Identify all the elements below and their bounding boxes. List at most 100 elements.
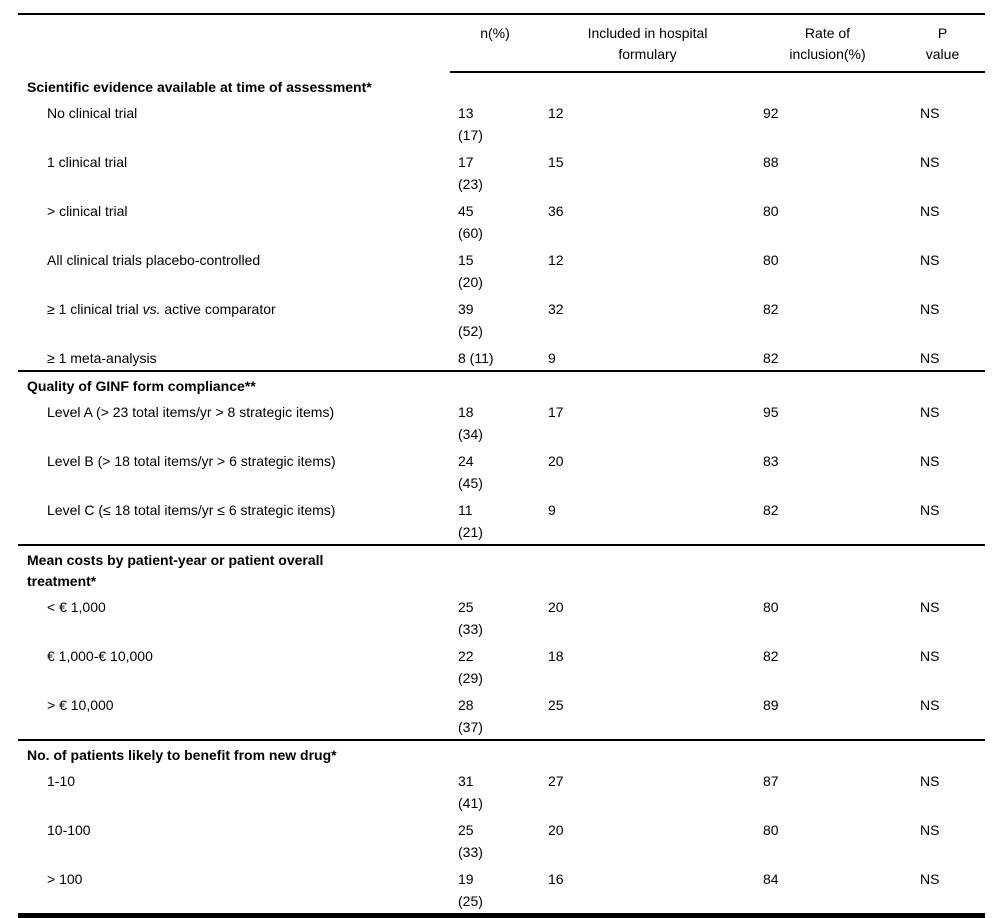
rate-cell: 95 <box>763 404 779 420</box>
row-label: Level A (> 23 total items/yr > 8 strateg… <box>47 404 335 420</box>
table-row: < € 1,000 25 (33) 20 80 NS <box>18 592 985 641</box>
n-percent: (45) <box>458 475 483 491</box>
row-label: All clinical trials placebo-controlled <box>47 252 261 268</box>
p-value-cell: NS <box>920 599 940 615</box>
n-pct-cell: 15 (20) <box>450 245 540 294</box>
formulary-cell: 27 <box>548 773 564 789</box>
n-value: 25 <box>458 822 474 838</box>
row-label: ≥ 1 meta-analysis <box>47 350 157 366</box>
rate-cell: 82 <box>763 301 779 317</box>
formulary-cell: 20 <box>548 822 564 838</box>
rate-cell: 84 <box>763 871 779 887</box>
formulary-cell: 18 <box>548 648 564 664</box>
n-value: 13 <box>458 105 474 121</box>
header-rate-line1: Rate of <box>804 25 851 41</box>
p-value-cell: NS <box>920 502 940 518</box>
section-title: No. of patients likely to benefit from n… <box>18 739 985 766</box>
n-value: 31 <box>458 773 474 789</box>
row-label: < € 1,000 <box>47 599 106 615</box>
n-pct-cell: 18 (34) <box>450 397 540 446</box>
table-row: ≥ 1 clinical trial vs. active comparator… <box>18 294 985 343</box>
formulary-cell: 9 <box>548 502 556 518</box>
n-percent: (23) <box>458 176 483 192</box>
p-value-cell: NS <box>920 822 940 838</box>
n-value: 18 <box>458 404 474 420</box>
p-value-cell: NS <box>920 252 940 268</box>
n-percent: (17) <box>458 127 483 143</box>
n-percent: (20) <box>458 274 483 290</box>
row-label: Level B (> 18 total items/yr > 6 strateg… <box>47 453 336 469</box>
n-percent: (60) <box>458 225 483 241</box>
formulary-cell: 17 <box>548 404 564 420</box>
n-percent: (25) <box>458 893 483 909</box>
n-pct-cell: 25 (33) <box>450 815 540 864</box>
p-value-cell: NS <box>920 404 940 420</box>
row-label-pre: ≥ 1 clinical trial <box>47 301 143 317</box>
section-header-patients-benefit: No. of patients likely to benefit from n… <box>18 739 985 766</box>
formulary-cell: 9 <box>548 350 556 366</box>
table-row: ≥ 1 meta-analysis 8 (11) 9 82 NS <box>18 343 985 371</box>
table-row: Level B (> 18 total items/yr > 6 strateg… <box>18 446 985 495</box>
header-rate: Rate of inclusion(%) <box>755 13 900 73</box>
formulary-cell: 15 <box>548 154 564 170</box>
table-row: > 100 19 (25) 16 84 NS <box>18 864 985 913</box>
p-value-cell: NS <box>920 154 940 170</box>
n-pct-cell: 31 (41) <box>450 766 540 815</box>
n-pct-cell: 22 (29) <box>450 641 540 690</box>
p-value-cell: NS <box>920 697 940 713</box>
n-pct-cell: 39 (52) <box>450 294 540 343</box>
p-value-cell: NS <box>920 105 940 121</box>
section-header-ginf-compliance: Quality of GINF form compliance** <box>18 370 985 397</box>
p-value-cell: NS <box>920 301 940 317</box>
n-value: 39 <box>458 301 474 317</box>
header-p-line2: value <box>925 46 960 62</box>
rate-cell: 80 <box>763 203 779 219</box>
rate-cell: 88 <box>763 154 779 170</box>
table-row: 10-100 25 (33) 20 80 NS <box>18 815 985 864</box>
table-bottom-double-rule <box>18 913 985 918</box>
section-title: Scientific evidence available at time of… <box>27 79 372 95</box>
p-value-cell: NS <box>920 350 940 366</box>
table-row: Level C (≤ 18 total items/yr ≤ 6 strateg… <box>18 495 985 545</box>
row-label: No clinical trial <box>47 105 138 121</box>
results-table: n(%) Included in hospital formulary Rate… <box>18 13 985 913</box>
n-pct-cell: 13 (17) <box>450 98 540 147</box>
header-rate-line2: inclusion(%) <box>789 46 866 62</box>
p-value-cell: NS <box>920 648 940 664</box>
formulary-cell: 25 <box>548 697 564 713</box>
formulary-cell: 32 <box>548 301 564 317</box>
header-empty-cell <box>18 13 450 72</box>
n-value: 11 <box>458 502 473 518</box>
section-header-scientific-evidence: Scientific evidence available at time of… <box>18 72 985 98</box>
n-pct-cell: 8 (11) <box>450 343 540 371</box>
n-percent: (41) <box>458 795 483 811</box>
rate-cell: 80 <box>763 599 779 615</box>
table-row: All clinical trials placebo-controlled 1… <box>18 245 985 294</box>
formulary-cell: 20 <box>548 599 564 615</box>
header-row: n(%) Included in hospital formulary Rate… <box>18 13 985 73</box>
row-label-post: active comparator <box>160 301 276 317</box>
n-value: 19 <box>458 871 474 887</box>
n-pct-cell: 11 (21) <box>450 495 540 545</box>
formulary-cell: 36 <box>548 203 564 219</box>
p-value-cell: NS <box>920 453 940 469</box>
rate-cell: 83 <box>763 453 779 469</box>
n-percent: (52) <box>458 323 483 339</box>
n-percent: (33) <box>458 844 483 860</box>
n-percent: (37) <box>458 719 483 735</box>
formulary-cell: 12 <box>548 252 564 268</box>
rate-cell: 82 <box>763 648 779 664</box>
row-label: Level C (≤ 18 total items/yr ≤ 6 strateg… <box>47 502 336 518</box>
row-label-italic: vs. <box>142 301 161 317</box>
n-value: 17 <box>458 154 474 170</box>
section-header-mean-costs: Mean costs by patient-year or patient ov… <box>18 544 985 592</box>
rate-cell: 80 <box>763 822 779 838</box>
table-row: 1-10 31 (41) 27 87 NS <box>18 766 985 815</box>
n-percent: (33) <box>458 621 483 637</box>
row-label: > € 10,000 <box>47 697 114 713</box>
n-pct-cell: 19 (25) <box>450 864 540 913</box>
header-formulary: Included in hospital formulary <box>540 13 755 73</box>
n-pct-cell: 45 (60) <box>450 196 540 245</box>
n-value: 8 (11) <box>458 350 494 366</box>
table-row: > clinical trial 45 (60) 36 80 NS <box>18 196 985 245</box>
